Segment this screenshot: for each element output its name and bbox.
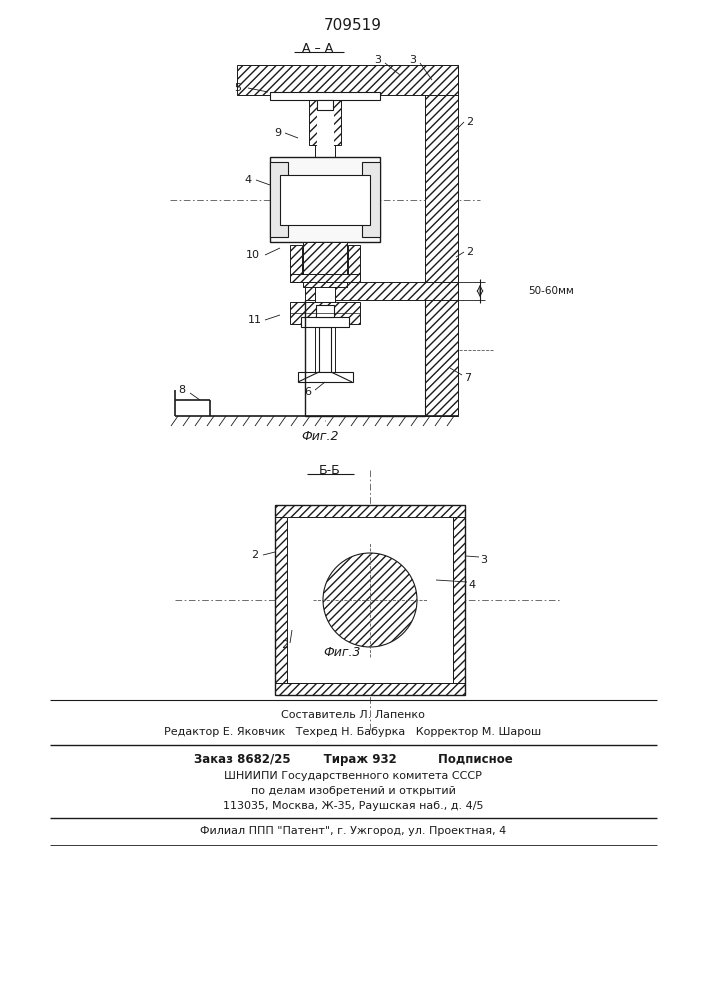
Text: ШНИИПИ Государственного комитета СССР: ШНИИПИ Государственного комитета СССР (224, 771, 482, 781)
Bar (290, 245, 302, 282)
Bar (317, 100, 333, 110)
Bar (317, 95, 333, 145)
Text: 5: 5 (235, 83, 242, 93)
Bar (315, 95, 335, 382)
Bar (275, 683, 465, 695)
Circle shape (323, 553, 417, 647)
Text: 7: 7 (464, 373, 472, 383)
Bar (280, 175, 370, 225)
Text: А – А: А – А (303, 41, 334, 54)
Bar (270, 162, 288, 237)
Bar (237, 65, 458, 95)
Bar (290, 274, 360, 282)
Text: Составитель Л. Лапенко: Составитель Л. Лапенко (281, 710, 425, 720)
Bar (309, 95, 317, 145)
Bar (305, 282, 458, 300)
Text: 709519: 709519 (324, 17, 382, 32)
Bar (347, 247, 357, 282)
Bar (316, 305, 334, 317)
Bar (362, 162, 380, 237)
Bar (275, 505, 465, 517)
Bar (453, 517, 465, 683)
Text: 3: 3 (409, 55, 416, 65)
Text: 2: 2 (252, 550, 259, 560)
Bar (270, 157, 380, 242)
Text: Фиг.2: Фиг.2 (301, 430, 339, 444)
Text: 8: 8 (178, 385, 185, 395)
Bar (303, 242, 347, 287)
Text: 11: 11 (248, 315, 262, 325)
Text: 113035, Москва, Ж-35, Раушская наб., д. 4/5: 113035, Москва, Ж-35, Раушская наб., д. … (223, 801, 484, 811)
Text: 10: 10 (246, 250, 260, 260)
Text: 3: 3 (481, 555, 488, 565)
Bar (333, 95, 341, 145)
Bar (298, 372, 353, 382)
Bar (290, 302, 360, 324)
Bar (319, 327, 331, 372)
Text: 4: 4 (469, 580, 476, 590)
Bar (301, 317, 349, 327)
Text: 9: 9 (274, 128, 281, 138)
Text: 2: 2 (467, 247, 474, 257)
Bar (287, 517, 453, 683)
Bar (425, 65, 458, 416)
Text: Редактор Е. Яковчик   Техред Н. Бабурка   Корректор М. Шарош: Редактор Е. Яковчик Техред Н. Бабурка Ко… (164, 727, 542, 737)
Bar (293, 247, 303, 282)
Text: Заказ 8682/25        Тираж 932          Подписное: Заказ 8682/25 Тираж 932 Подписное (194, 752, 513, 766)
Bar (270, 92, 380, 100)
Text: Филиал ППП "Патент", г. Ужгород, ул. Проектная, 4: Филиал ППП "Патент", г. Ужгород, ул. Про… (200, 826, 506, 836)
Bar (348, 245, 360, 282)
Text: 2: 2 (467, 117, 474, 127)
Text: 50-60мм: 50-60мм (528, 286, 574, 296)
Text: 6: 6 (305, 387, 312, 397)
Text: Б-Б: Б-Б (319, 464, 341, 477)
Text: Фиг.3: Фиг.3 (323, 646, 361, 658)
Text: по делам изобретений и открытий: по делам изобретений и открытий (250, 786, 455, 796)
Text: 3: 3 (375, 55, 382, 65)
Text: 2: 2 (281, 640, 288, 650)
Text: 4: 4 (245, 175, 252, 185)
Bar (275, 517, 287, 683)
